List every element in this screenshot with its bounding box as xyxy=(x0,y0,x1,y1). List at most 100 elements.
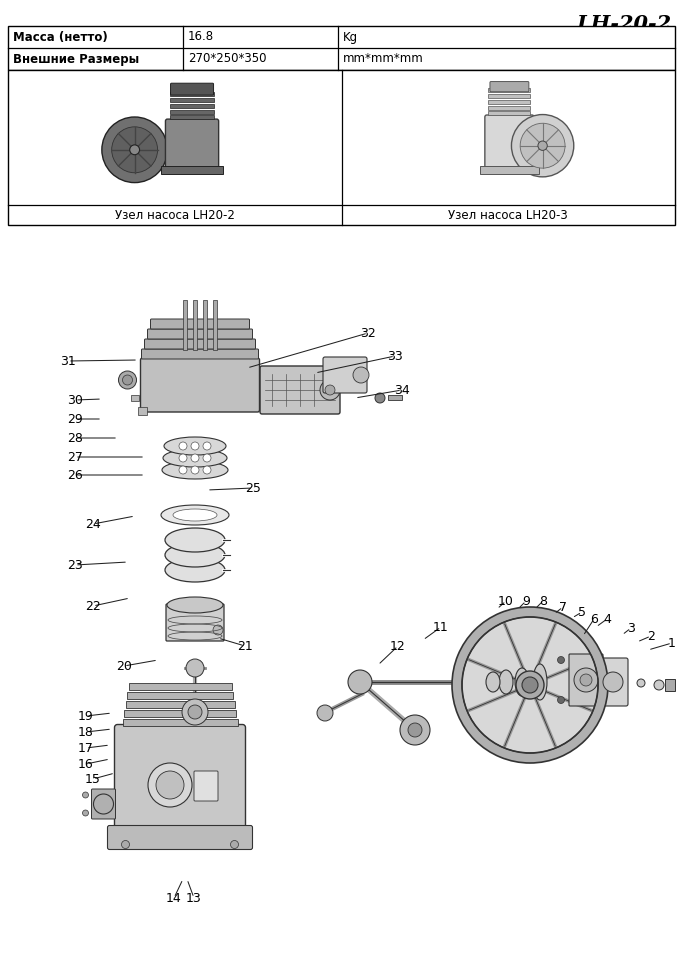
Bar xyxy=(8,70,675,225)
FancyBboxPatch shape xyxy=(150,319,249,329)
Circle shape xyxy=(118,371,137,389)
Text: 15: 15 xyxy=(85,772,101,786)
Text: 17: 17 xyxy=(78,742,94,755)
Text: 2: 2 xyxy=(647,629,655,643)
Text: 22: 22 xyxy=(85,600,101,612)
Ellipse shape xyxy=(167,597,223,613)
Bar xyxy=(124,710,236,716)
Circle shape xyxy=(348,670,372,694)
Bar xyxy=(170,92,214,96)
Text: 4: 4 xyxy=(603,612,611,625)
Text: 33: 33 xyxy=(387,350,403,363)
Ellipse shape xyxy=(499,670,513,694)
Text: 5: 5 xyxy=(578,606,586,618)
Text: 31: 31 xyxy=(60,355,76,368)
Circle shape xyxy=(179,454,187,462)
Circle shape xyxy=(213,625,223,635)
Text: 32: 32 xyxy=(360,326,376,339)
FancyBboxPatch shape xyxy=(569,654,603,706)
Text: 21: 21 xyxy=(237,640,253,653)
Circle shape xyxy=(557,657,565,663)
Text: 23: 23 xyxy=(67,559,83,571)
Circle shape xyxy=(574,668,598,692)
Circle shape xyxy=(186,659,204,677)
FancyBboxPatch shape xyxy=(107,825,253,850)
FancyBboxPatch shape xyxy=(115,724,245,836)
Bar xyxy=(488,94,530,98)
Ellipse shape xyxy=(165,543,225,567)
Bar xyxy=(488,88,530,92)
Circle shape xyxy=(203,442,211,450)
Circle shape xyxy=(320,380,340,400)
Bar xyxy=(488,106,530,110)
Circle shape xyxy=(191,454,199,462)
Ellipse shape xyxy=(164,437,226,455)
Bar xyxy=(193,300,197,350)
Text: 8: 8 xyxy=(539,595,547,608)
Text: mm*mm*mm: mm*mm*mm xyxy=(343,53,423,66)
Text: Узел насоса LH20-3: Узел насоса LH20-3 xyxy=(448,209,568,221)
Text: 12: 12 xyxy=(390,640,406,653)
Circle shape xyxy=(654,680,664,690)
FancyBboxPatch shape xyxy=(598,658,628,706)
Circle shape xyxy=(182,699,208,725)
Circle shape xyxy=(557,697,565,704)
Circle shape xyxy=(83,792,89,798)
FancyBboxPatch shape xyxy=(323,357,367,393)
Circle shape xyxy=(130,145,139,155)
Circle shape xyxy=(191,442,199,450)
FancyBboxPatch shape xyxy=(171,83,214,95)
Text: 1: 1 xyxy=(668,636,676,650)
Circle shape xyxy=(230,841,238,849)
FancyBboxPatch shape xyxy=(141,358,260,412)
Circle shape xyxy=(122,841,130,849)
Bar xyxy=(137,407,146,415)
FancyBboxPatch shape xyxy=(148,329,253,339)
Circle shape xyxy=(122,375,133,385)
Circle shape xyxy=(203,466,211,474)
Circle shape xyxy=(516,671,544,699)
Text: LH-20-2: LH-20-2 xyxy=(577,14,672,34)
Ellipse shape xyxy=(173,509,217,521)
Bar xyxy=(130,395,139,401)
Circle shape xyxy=(408,723,422,737)
FancyBboxPatch shape xyxy=(260,366,340,414)
Text: 270*250*350: 270*250*350 xyxy=(188,53,266,66)
Text: Узел насоса LH20-2: Узел насоса LH20-2 xyxy=(115,209,235,221)
Text: 11: 11 xyxy=(433,620,449,633)
FancyBboxPatch shape xyxy=(166,604,224,641)
Text: 34: 34 xyxy=(394,383,410,397)
Circle shape xyxy=(325,385,335,395)
Circle shape xyxy=(179,442,187,450)
Text: 7: 7 xyxy=(559,601,567,613)
Text: Масса (нетто): Масса (нетто) xyxy=(13,30,108,43)
Bar xyxy=(480,167,538,174)
Bar xyxy=(388,395,402,400)
Circle shape xyxy=(179,466,187,474)
Text: 24: 24 xyxy=(85,517,101,530)
Bar xyxy=(203,300,207,350)
Text: 9: 9 xyxy=(522,595,530,608)
Text: Внешние Размеры: Внешние Размеры xyxy=(13,53,139,66)
Circle shape xyxy=(102,117,167,182)
Bar xyxy=(170,116,214,120)
Bar xyxy=(665,679,675,691)
Bar xyxy=(213,300,217,350)
Bar xyxy=(488,112,530,116)
Circle shape xyxy=(520,123,565,169)
FancyBboxPatch shape xyxy=(92,789,115,819)
FancyBboxPatch shape xyxy=(141,349,258,359)
FancyBboxPatch shape xyxy=(485,115,534,169)
Bar xyxy=(122,718,238,725)
Circle shape xyxy=(538,141,547,150)
Bar xyxy=(170,98,214,102)
Text: 26: 26 xyxy=(67,468,83,481)
FancyBboxPatch shape xyxy=(194,771,218,801)
Bar xyxy=(161,167,223,174)
FancyBboxPatch shape xyxy=(490,81,529,92)
Bar xyxy=(8,26,675,70)
Ellipse shape xyxy=(162,461,228,479)
Circle shape xyxy=(156,771,184,799)
Wedge shape xyxy=(452,607,608,763)
Bar xyxy=(170,104,214,108)
